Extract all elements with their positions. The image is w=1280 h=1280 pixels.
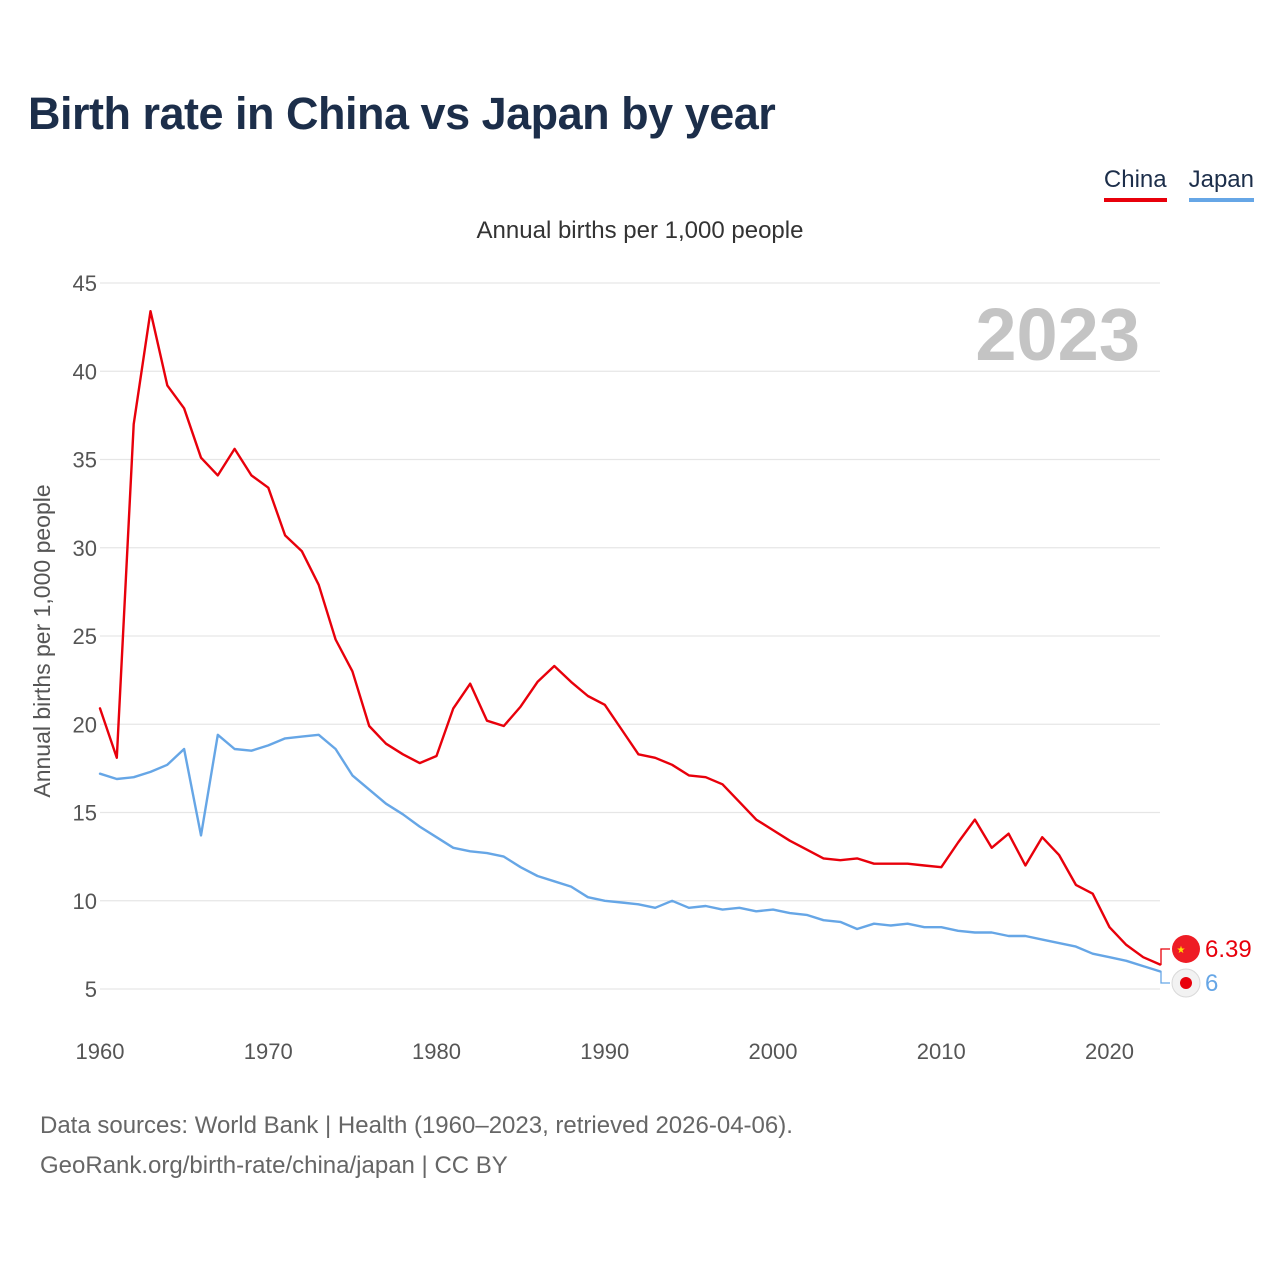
chart-title: Birth rate in China vs Japan by year <box>28 88 776 139</box>
chart-subtitle: Annual births per 1,000 people <box>476 217 804 244</box>
y-tick-label-45: 45 <box>73 271 97 296</box>
x-tick-label-2010: 2010 <box>917 1039 966 1064</box>
china-flag-icon <box>1172 935 1200 963</box>
legend: China Japan <box>1103 166 1254 202</box>
y-axis-ticks: 5 10 15 20 25 30 35 40 45 <box>73 271 97 1002</box>
x-tick-label-2000: 2000 <box>749 1039 798 1064</box>
endpoint-connector-china <box>1160 948 1170 966</box>
y-tick-label-15: 15 <box>73 801 97 826</box>
y-tick-label-10: 10 <box>73 889 97 914</box>
line-chart: 2023 5 10 15 20 25 30 35 40 45 1960 1970 1980 1990 2… <box>29 271 1252 1064</box>
legend-item-china[interactable]: China <box>1103 166 1167 202</box>
x-tick-label-1980: 1980 <box>412 1039 461 1064</box>
y-tick-label-5: 5 <box>85 977 97 1002</box>
year-watermark: 2023 <box>975 293 1140 376</box>
series-endpoints: ★ 6.39 6 <box>1160 935 1252 998</box>
y-tick-label-20: 20 <box>73 712 97 737</box>
x-axis-ticks: 1960 1970 1980 1990 2000 2010 2020 <box>76 1039 1134 1064</box>
end-value-label-japan: 6 <box>1205 970 1218 997</box>
endpoint-connector-japan <box>1160 970 1170 984</box>
flag-sun-icon <box>1180 977 1192 989</box>
x-tick-label-1990: 1990 <box>580 1039 629 1064</box>
gridlines <box>100 282 1160 990</box>
y-tick-label-25: 25 <box>73 624 97 649</box>
y-tick-label-30: 30 <box>73 536 97 561</box>
flag-star-icon: ★ <box>1177 945 1186 956</box>
x-tick-label-1970: 1970 <box>244 1039 293 1064</box>
end-value-label-china: 6.39 <box>1205 936 1252 963</box>
x-tick-label-1960: 1960 <box>76 1039 125 1064</box>
footer: Data sources: World Bank | Health (1960–… <box>40 1106 793 1186</box>
y-axis-label: Annual births per 1,000 people <box>29 484 55 797</box>
series-line-japan[interactable] <box>98 733 1162 973</box>
y-tick-label-40: 40 <box>73 359 97 384</box>
footer-sources: Data sources: World Bank | Health (1960–… <box>40 1112 793 1139</box>
y-tick-label-35: 35 <box>73 448 97 473</box>
x-tick-label-2020: 2020 <box>1085 1039 1134 1064</box>
series-lines <box>98 310 1162 973</box>
footer-attribution: GeoRank.org/birth-rate/china/japan | CC … <box>40 1152 508 1179</box>
series-line-china[interactable] <box>98 310 1162 966</box>
legend-item-japan[interactable]: Japan <box>1188 166 1254 202</box>
